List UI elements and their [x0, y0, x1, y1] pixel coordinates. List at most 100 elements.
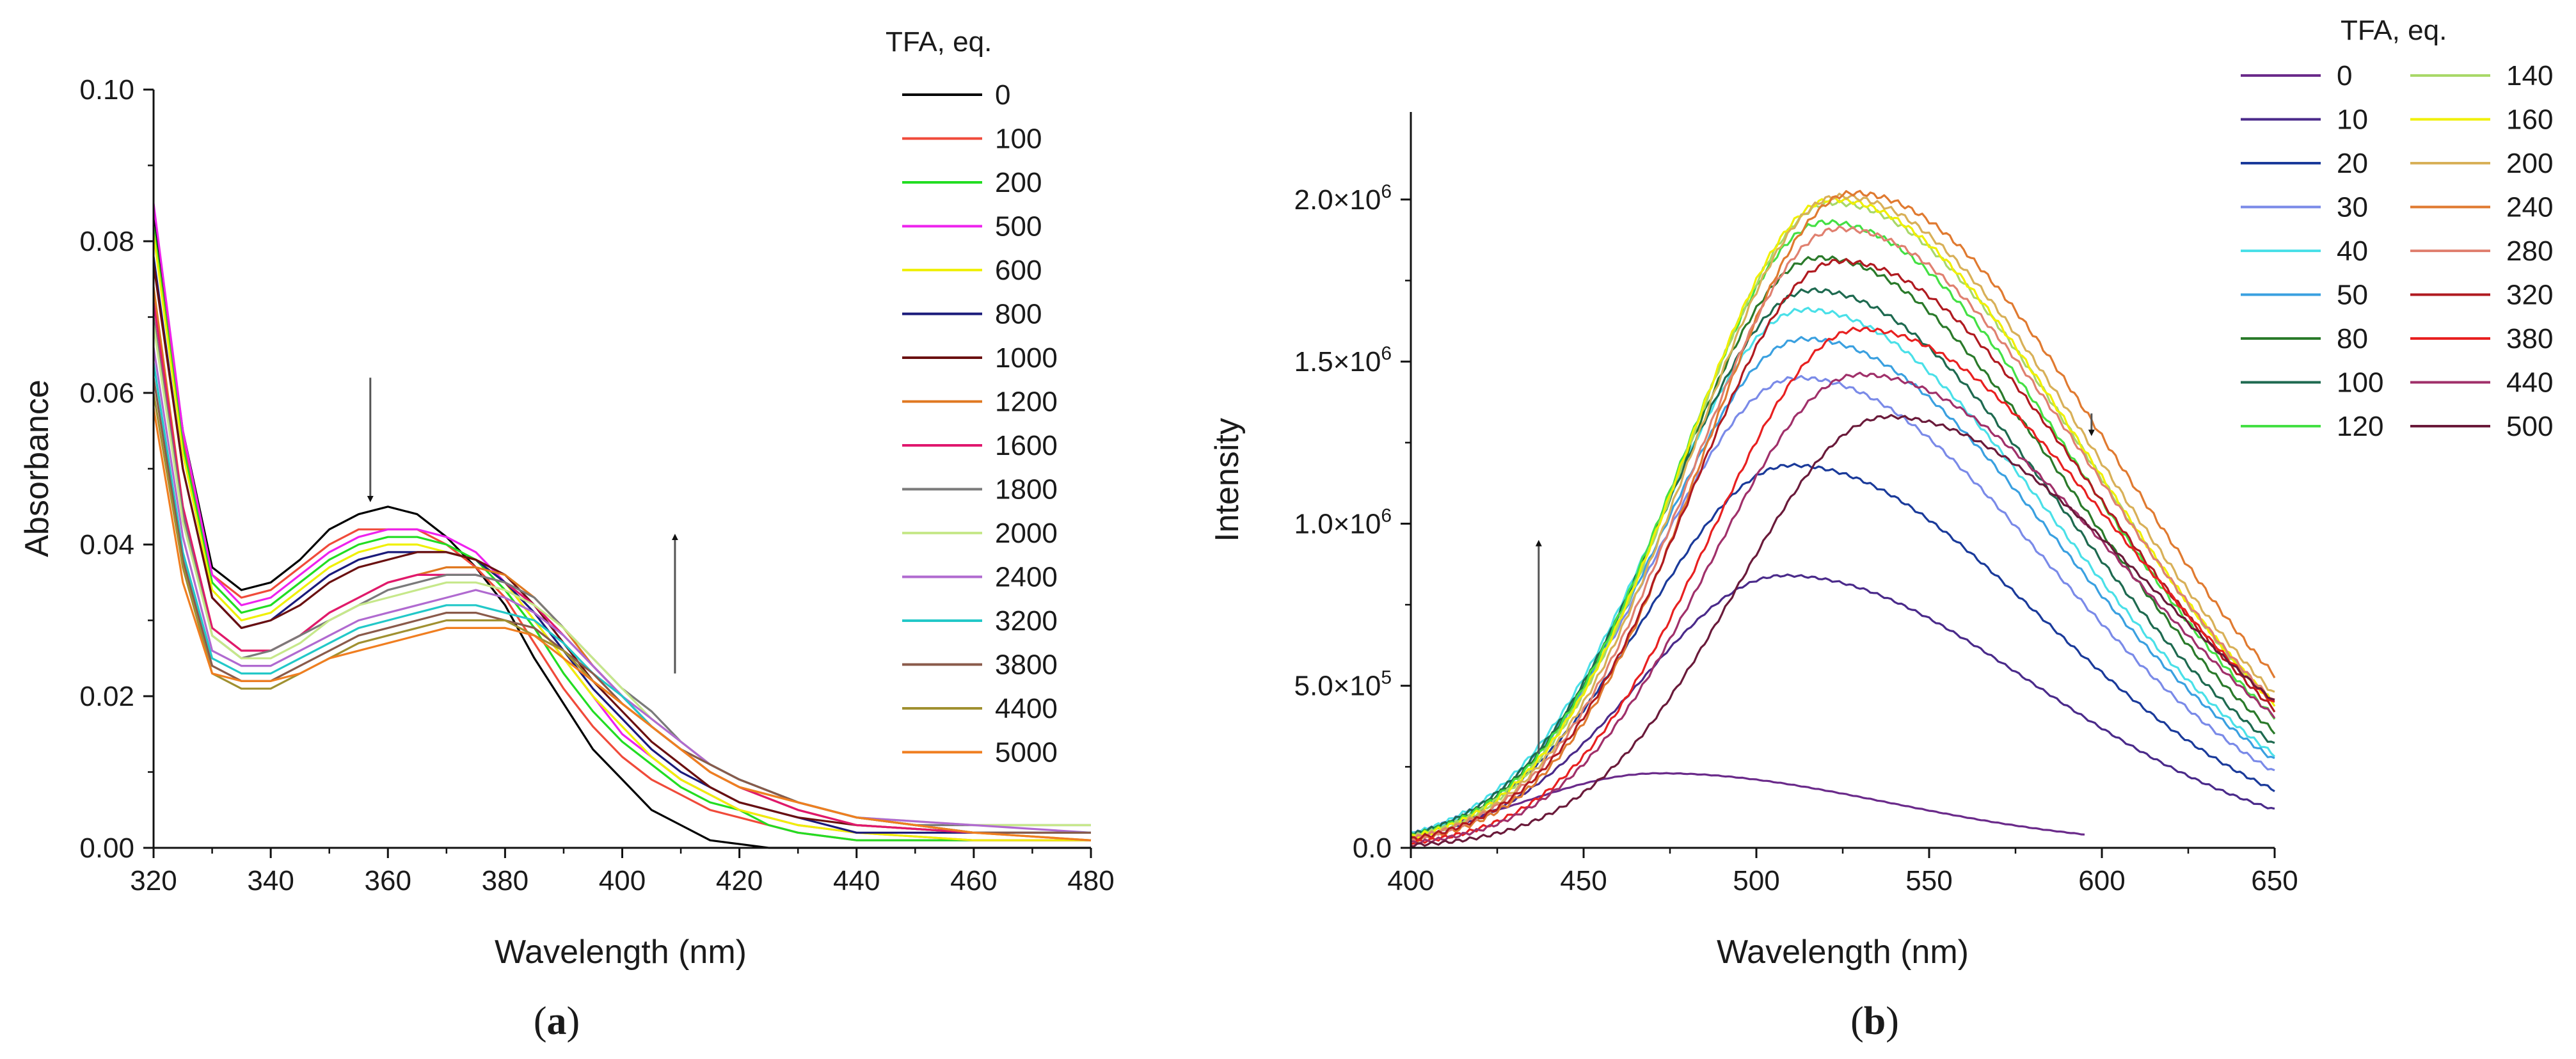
- series-line-1000: [152, 264, 1091, 834]
- panel-b-label: (b): [1850, 999, 1899, 1043]
- x-tick-label: 380: [482, 865, 529, 896]
- legend-label-20: 20: [2337, 148, 2368, 179]
- panel-a-axes: 320 340 360 380 400 420 440 460 480 0.00 0.02 0.04 0…: [79, 74, 1114, 896]
- legend-label-3800: 3800: [995, 649, 1058, 681]
- series-line-120: [1410, 219, 2276, 838]
- y-tick-mantissa: 0.0: [1353, 832, 1392, 864]
- x-tick-label: 460: [950, 865, 997, 896]
- legend-label-100: 100: [2337, 367, 2383, 399]
- x-tick-label: 450: [1560, 865, 1607, 896]
- legend-label-5000: 5000: [995, 737, 1058, 768]
- legend-label-240: 240: [2506, 192, 2553, 223]
- y-tick-exponent: 5: [1381, 667, 1392, 689]
- legend-label-100: 100: [995, 123, 1042, 155]
- y-tick-times: ×10: [1333, 508, 1381, 539]
- panel-b-x-axis-title: Wavelength (nm): [1717, 934, 1969, 971]
- panel-b-y-axis-title: Intensity: [1209, 418, 1246, 542]
- series-line-100: [1410, 287, 2275, 838]
- x-tick-label: 320: [130, 865, 177, 896]
- y-tick-label: 0.0: [1353, 832, 1392, 864]
- y-tick-exponent: 6: [1381, 343, 1392, 364]
- series-line-1200: [152, 286, 1091, 834]
- y-tick-mantissa: 2.0: [1294, 184, 1333, 216]
- x-tick-label: 600: [2078, 865, 2125, 896]
- y-tick-label: 0.10: [79, 74, 134, 106]
- series-line-280: [1410, 225, 2275, 842]
- x-tick-label: 420: [716, 865, 763, 896]
- y-tick-exponent: 6: [1381, 505, 1392, 526]
- x-tick-label: 650: [2251, 865, 2298, 896]
- panel-a-x-axis-title: Wavelength (nm): [495, 934, 747, 971]
- legend-label-1200: 1200: [995, 386, 1058, 418]
- x-tick-label: 550: [1905, 865, 1952, 896]
- legend-label-140: 140: [2506, 60, 2553, 92]
- series-line-500: [1410, 414, 2275, 848]
- series-line-500: [152, 203, 1091, 841]
- legend-label-2000: 2000: [995, 518, 1058, 549]
- y-tick-label: 0.08: [79, 226, 134, 257]
- series-line-3200: [152, 362, 1091, 834]
- legend-label-0: 0: [2337, 60, 2352, 92]
- x-tick-label: 500: [1733, 865, 1779, 896]
- panel-b-legend: 0 10 20 30 40 50 80 100 120 140 160 200 240 280 320 380…: [2241, 60, 2553, 442]
- legend-label-40: 40: [2337, 235, 2368, 267]
- x-tick-label: 340: [247, 865, 294, 896]
- x-tick-label: 440: [833, 865, 880, 896]
- panel-b-intensity-chart: 400 450 500 550 600 6500.05.0×1051.0×1061.5×1…: [1209, 15, 2553, 1043]
- legend-label-50: 50: [2337, 280, 2368, 311]
- x-tick-label: 480: [1067, 865, 1114, 896]
- legend-label-4400: 4400: [995, 693, 1058, 724]
- y-tick-mantissa: 1.0: [1294, 508, 1333, 539]
- y-tick-label: 0.02: [79, 681, 134, 712]
- series-line-2400: [152, 347, 1092, 834]
- panel-a-y-axis-title: Absorbance: [19, 379, 56, 557]
- legend-label-3200: 3200: [995, 605, 1058, 637]
- series-line-600: [152, 233, 1091, 841]
- legend-label-0: 0: [995, 79, 1010, 111]
- y-tick-label: 1.0×106: [1294, 505, 1392, 539]
- panel-a-letter: a: [547, 999, 567, 1043]
- x-tick-label: 400: [599, 865, 646, 896]
- panel-b-axes: 400 450 500 550 600 6500.05.0×1051.0×1061.5×1…: [1294, 112, 2298, 896]
- panel-a-annotations: [367, 378, 678, 674]
- legend-label-320: 320: [2506, 280, 2553, 311]
- y-tick-times: ×10: [1333, 346, 1381, 378]
- legend-label-200: 200: [995, 167, 1042, 198]
- series-line-800: [152, 256, 1091, 834]
- panel-b-letter: b: [1864, 999, 1886, 1043]
- y-tick-label: 5.0×105: [1294, 667, 1392, 702]
- y-tick-label: 2.0×106: [1294, 181, 1392, 216]
- panel-a-legend-title: TFA, eq.: [886, 26, 992, 58]
- legend-label-500: 500: [2506, 411, 2553, 442]
- legend-label-30: 30: [2337, 192, 2368, 223]
- panel-b-annotations: [1535, 413, 2095, 754]
- y-tick-exponent: 6: [1381, 181, 1392, 202]
- legend-label-1000: 1000: [995, 342, 1058, 374]
- legend-label-280: 280: [2506, 235, 2553, 267]
- series-line-440: [1410, 371, 2276, 845]
- x-tick-label: 360: [365, 865, 411, 896]
- y-tick-label: 0.00: [79, 832, 134, 864]
- y-tick-times: ×10: [1333, 671, 1381, 702]
- y-tick-mantissa: 1.5: [1294, 346, 1333, 378]
- panel-a-absorbance-chart: 320 340 360 380 400 420 440 460 480 0.00 0.02 0.04 0…: [19, 26, 1115, 1043]
- legend-label-600: 600: [995, 255, 1042, 286]
- legend-label-2400: 2400: [995, 562, 1058, 593]
- legend-label-380: 380: [2506, 323, 2553, 354]
- series-line-5000: [152, 408, 1092, 841]
- panel-b-plot-area: [1410, 189, 2276, 848]
- series-line-240: [1410, 189, 2276, 843]
- series-line-380: [1410, 326, 2275, 845]
- series-line-4400: [152, 392, 1092, 841]
- x-tick-label: 400: [1387, 865, 1434, 896]
- legend-label-500: 500: [995, 211, 1042, 243]
- legend-label-120: 120: [2337, 411, 2383, 442]
- legend-label-1800: 1800: [995, 474, 1058, 506]
- y-tick-times: ×10: [1333, 184, 1381, 216]
- series-line-2000: [152, 324, 1091, 827]
- y-tick-label: 1.5×106: [1294, 343, 1392, 378]
- panel-a-label: (a): [534, 999, 580, 1043]
- series-line-0: [1410, 772, 2085, 836]
- legend-label-800: 800: [995, 299, 1042, 330]
